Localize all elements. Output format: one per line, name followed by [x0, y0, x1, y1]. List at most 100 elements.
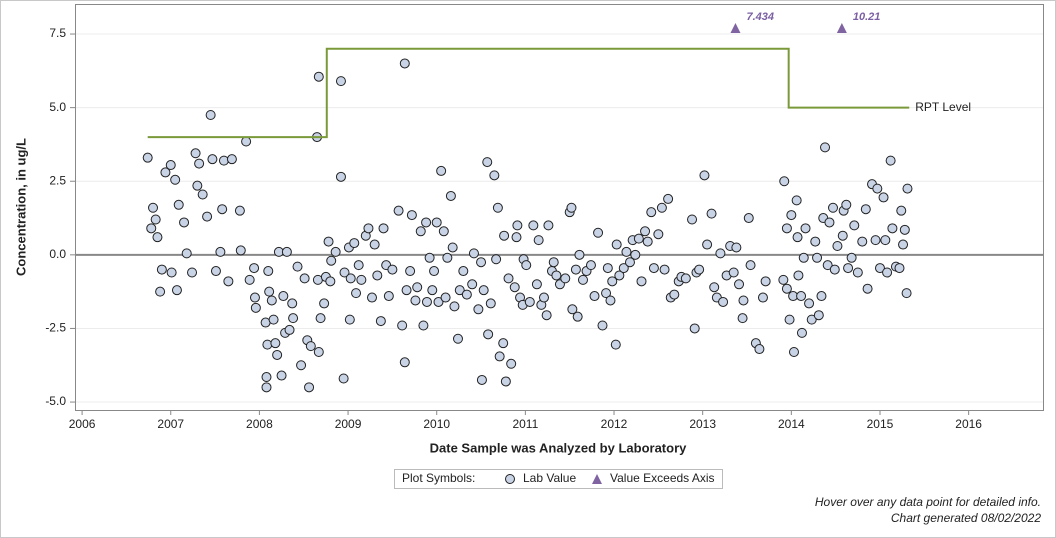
data-point	[663, 193, 674, 204]
data-point	[264, 286, 275, 297]
data-point	[454, 285, 465, 296]
data-point	[551, 270, 562, 281]
data-point	[418, 320, 429, 331]
grid	[75, 33, 1044, 403]
data-point	[150, 214, 161, 225]
data-point	[715, 248, 726, 259]
data-point	[699, 170, 710, 181]
data-point	[738, 295, 749, 306]
data-point	[241, 136, 252, 147]
data-point	[796, 291, 807, 302]
data-point	[215, 246, 226, 257]
exceed-label: 10.21	[853, 11, 881, 23]
data-point	[249, 292, 260, 303]
x-tick-label: 2015	[867, 417, 894, 431]
y-tick-label: -5.0	[45, 394, 66, 408]
data-point	[593, 227, 604, 238]
data-point	[852, 267, 863, 278]
data-point	[424, 252, 435, 263]
data-point	[210, 266, 221, 277]
data-point	[791, 195, 802, 206]
data-point	[829, 264, 840, 275]
x-tick-label: 2009	[335, 417, 362, 431]
data-point	[902, 183, 913, 194]
data-point	[543, 220, 554, 231]
footer-note: Hover over any data point for detailed i…	[815, 495, 1041, 509]
data-point	[234, 205, 245, 216]
data-point	[618, 263, 629, 274]
data-point	[478, 285, 489, 296]
data-point	[344, 314, 355, 325]
data-point	[560, 273, 571, 284]
data-point	[485, 298, 496, 309]
footer-note: Chart generated 08/02/2022	[891, 511, 1041, 525]
data-point	[223, 276, 234, 287]
data-point	[694, 264, 705, 275]
data-point	[276, 370, 287, 381]
data-point	[304, 382, 315, 393]
data-point	[503, 273, 514, 284]
data-point	[476, 257, 487, 268]
legend-symbol	[592, 474, 602, 484]
data-point	[611, 239, 622, 250]
data-point	[781, 283, 792, 294]
data-point	[173, 199, 184, 210]
data-point	[366, 292, 377, 303]
data-point	[468, 248, 479, 259]
data-point	[440, 292, 451, 303]
data-point	[669, 289, 680, 300]
data-point	[843, 263, 854, 274]
data-point	[779, 176, 790, 187]
data-point	[268, 314, 279, 325]
data-point	[170, 174, 181, 185]
plot-area	[75, 4, 1044, 411]
data-point	[687, 214, 698, 225]
data-point	[461, 289, 472, 300]
data-point	[378, 223, 389, 234]
y-tick-label: 0.0	[49, 247, 66, 261]
data-point	[498, 338, 509, 349]
data-point	[846, 252, 857, 263]
data-point	[597, 320, 608, 331]
data-point	[533, 235, 544, 246]
data-point	[155, 286, 166, 297]
data-point	[202, 211, 213, 222]
data-point	[570, 264, 581, 275]
data-point	[601, 288, 612, 299]
data-point	[438, 226, 449, 237]
data-point	[387, 264, 398, 275]
data-point	[412, 282, 423, 293]
data-point	[800, 223, 811, 234]
x-tick-label: 2013	[689, 417, 716, 431]
data-point	[849, 220, 860, 231]
data-point	[718, 296, 729, 307]
data-point	[680, 273, 691, 284]
data-point	[778, 274, 789, 285]
data-point	[804, 298, 815, 309]
data-point	[192, 180, 203, 191]
data-point	[653, 229, 664, 240]
data-point	[899, 224, 910, 235]
data-point	[757, 292, 768, 303]
data-point	[226, 154, 237, 165]
x-tick-label: 2011	[512, 417, 538, 431]
data-point	[737, 313, 748, 324]
data-point	[524, 296, 535, 307]
data-point	[326, 255, 337, 266]
data-point	[442, 252, 453, 263]
data-point	[521, 260, 532, 271]
data-point	[860, 204, 871, 215]
data-point	[421, 296, 432, 307]
data-point	[646, 207, 657, 218]
legend-label: Value Exceeds Axis	[610, 471, 715, 485]
data-point	[489, 170, 500, 181]
data-point	[837, 230, 848, 241]
data-point	[610, 339, 621, 350]
line-label: RPT Level	[915, 100, 971, 114]
data-point	[792, 232, 803, 243]
data-point	[473, 304, 484, 315]
data-point	[261, 382, 272, 393]
data-point	[399, 357, 410, 368]
data-point	[585, 260, 596, 271]
data-point	[436, 165, 447, 176]
